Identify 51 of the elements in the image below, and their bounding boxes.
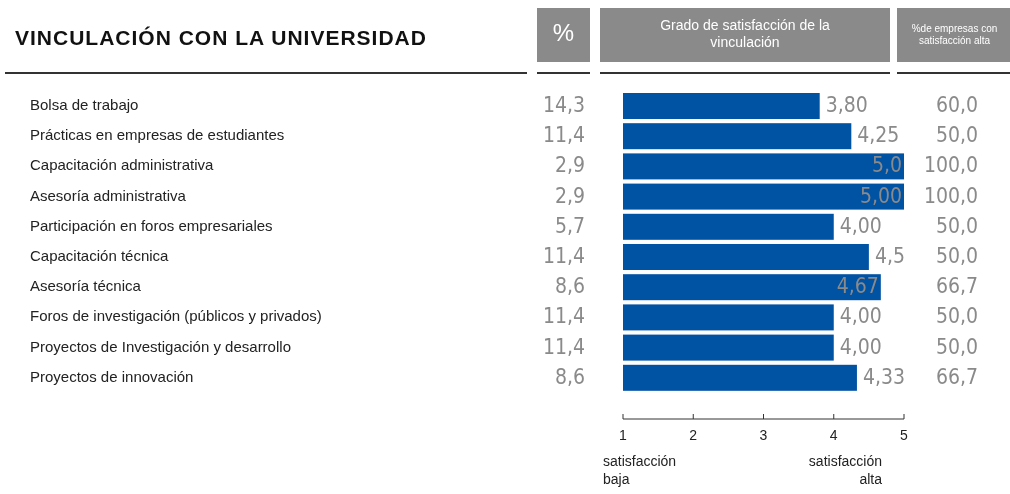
x-tick-label: 1 bbox=[619, 427, 628, 443]
data-label: 4,5 bbox=[874, 244, 905, 268]
data-label: 11,4 bbox=[542, 123, 585, 148]
category-label: Asesoría técnica bbox=[30, 277, 142, 295]
text: satisfacción baja bbox=[603, 453, 677, 487]
category-label: Asesoría administrativa bbox=[30, 186, 187, 204]
text: VINCULACIÓN CON LA UNIVERSIDAD bbox=[15, 26, 427, 49]
text: % bbox=[552, 19, 575, 47]
data-label: 5,00 bbox=[859, 183, 902, 208]
data-label: 50,0 bbox=[935, 213, 978, 238]
data-label: 4,00 bbox=[839, 304, 882, 329]
data-label: 4,00 bbox=[839, 213, 882, 238]
text: satisfacción alta bbox=[808, 453, 883, 487]
category-label: Bolsa de trabajo bbox=[30, 95, 139, 113]
data-label: 5,7 bbox=[554, 213, 585, 238]
data-label: 100,0 bbox=[923, 153, 978, 178]
x-tick-label: 2 bbox=[689, 427, 698, 443]
x-tick-label: 3 bbox=[759, 427, 768, 443]
category-label: Foros de investigación (públicos y privados) bbox=[30, 307, 322, 325]
category-label: Capacitación técnica bbox=[30, 246, 170, 264]
data-label: 66,7 bbox=[935, 274, 978, 299]
category-label: Proyectos de Investigación y desarrollo bbox=[30, 337, 291, 355]
data-label: 3,80 bbox=[825, 93, 868, 117]
data-label: 50,0 bbox=[935, 334, 978, 359]
data-label: 50,0 bbox=[935, 123, 978, 148]
category-label: Proyectos de innovación bbox=[30, 367, 194, 385]
data-label: 4,67 bbox=[836, 274, 879, 299]
data-label: 4,25 bbox=[857, 123, 900, 148]
category-label: Prácticas en empresas de estudiantes bbox=[30, 126, 285, 144]
category-label: Capacitación administrativa bbox=[30, 156, 215, 174]
x-tick-label: 4 bbox=[829, 427, 838, 443]
data-label: 8,6 bbox=[554, 274, 585, 299]
category-label: Participación en foros empresariales bbox=[30, 216, 273, 234]
x-tick-label: 5 bbox=[900, 427, 909, 443]
data-label: 2,9 bbox=[554, 153, 585, 178]
chart-title: Grado de satisfacción de la vinculación bbox=[660, 17, 831, 51]
data-label: 5,0 bbox=[871, 153, 902, 178]
data-label: 50,0 bbox=[935, 304, 978, 329]
data-label: 66,7 bbox=[935, 364, 978, 389]
data-label: 11,4 bbox=[542, 334, 585, 359]
data-label: 11,4 bbox=[542, 304, 585, 329]
data-label: 60,0 bbox=[935, 93, 978, 117]
text: %de empresas con satisfacción alta bbox=[911, 22, 998, 46]
data-label: 2,9 bbox=[554, 183, 585, 208]
data-label: 4,00 bbox=[839, 334, 882, 359]
data-label: 11,4 bbox=[542, 244, 585, 268]
data-label: 8,6 bbox=[554, 364, 585, 389]
data-label: 50,0 bbox=[935, 244, 978, 268]
data-label: 14,3 bbox=[542, 93, 585, 117]
data-label: 4,33 bbox=[862, 364, 905, 389]
data-label: 100,0 bbox=[923, 183, 978, 208]
